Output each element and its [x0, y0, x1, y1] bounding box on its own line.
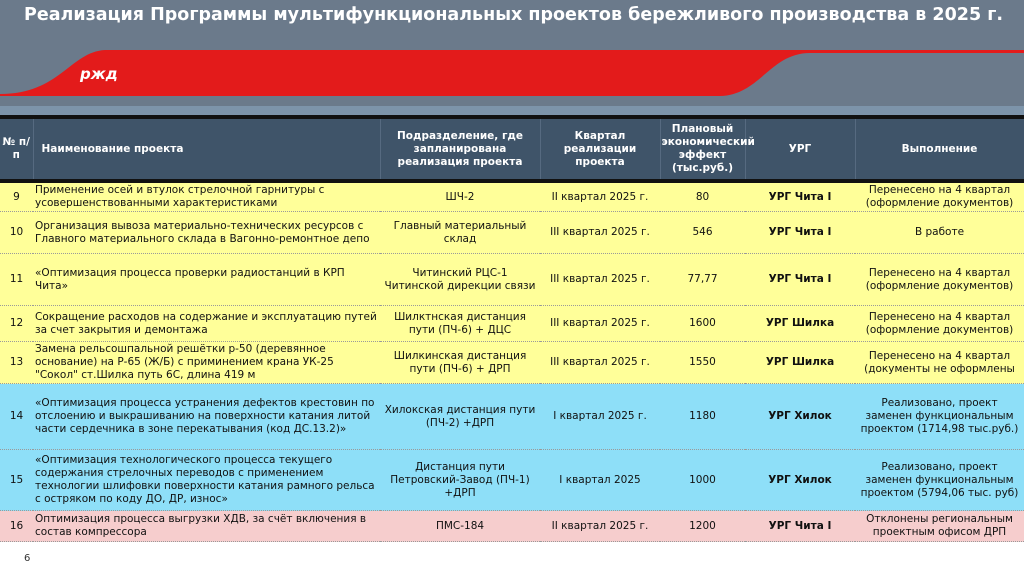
row-number: 9	[0, 181, 33, 212]
projects-table: № п/п Наименование проекта Подразделение…	[0, 119, 1024, 542]
row-number: 10	[0, 211, 33, 254]
table-header-row: № п/п Наименование проекта Подразделение…	[0, 119, 1024, 183]
quarter: III квартал 2025 г.	[540, 305, 660, 342]
project-name: «Оптимизация технологического процесса т…	[33, 449, 380, 511]
col-name: Наименование проекта	[33, 119, 381, 183]
divider	[0, 115, 1024, 119]
status: В работе	[855, 211, 1024, 254]
unit: Шилкинская дистанция пути (ПЧ-6) + ДРП	[380, 341, 540, 384]
unit: Хилокская дистанция пути (ПЧ-2) +ДРП	[380, 383, 540, 450]
planned-effect: 1000	[660, 449, 745, 511]
table-row: 16 Оптимизация процесса выгрузки ХДВ, за …	[0, 510, 1024, 542]
status: Реализовано, проект заменен функциональн…	[855, 383, 1024, 450]
row-number: 12	[0, 305, 33, 342]
planned-effect: 77,77	[660, 253, 745, 306]
planned-effect: 1550	[660, 341, 745, 384]
table-row: 10 Организация вывоза материально-техниче…	[0, 211, 1024, 254]
table-row: 14 «Оптимизация процесса устранения дефек…	[0, 383, 1024, 450]
status: Перенесено на 4 квартал (оформление доку…	[855, 253, 1024, 306]
urg: УРГ Шилка	[745, 305, 855, 342]
row-number: 11	[0, 253, 33, 306]
table-row: 13 Замена рельсошпальной решётки р-50 (де…	[0, 341, 1024, 384]
col-effect: Плановый экономический эффект (тыс.руб.)	[660, 119, 755, 183]
rzd-logo: ржд	[80, 65, 118, 83]
unit: Дистанция пути Петровский-Завод (ПЧ-1) +…	[380, 449, 540, 511]
brand-red-band	[0, 50, 1024, 96]
row-number: 15	[0, 449, 33, 511]
urg: УРГ Чита I	[745, 253, 855, 306]
status: Реализовано, проект заменен функциональн…	[855, 449, 1024, 511]
urg: УРГ Хилок	[745, 449, 855, 511]
table-row: 12 Сокращение расходов на содержание и эк…	[0, 305, 1024, 342]
unit: Читинский РЦС-1 Читинской дирекции связи	[380, 253, 540, 306]
status: Перенесено на 4 квартал (оформление доку…	[855, 181, 1024, 212]
table-row: 9 Применение осей и втулок стрелочной гар…	[0, 181, 1024, 212]
urg: УРГ Чита I	[745, 510, 855, 542]
urg: УРГ Чита I	[745, 181, 855, 212]
unit: ШЧ-2	[380, 181, 540, 212]
row-number: 14	[0, 383, 33, 450]
urg: УРГ Чита I	[745, 211, 855, 254]
planned-effect: 1180	[660, 383, 745, 450]
unit: Шилктнская дистанция пути (ПЧ-6) + ДЦС	[380, 305, 540, 342]
project-name: Организация вывоза материально-техническ…	[33, 211, 380, 254]
table-row: 11 «Оптимизация процесса проверки радиост…	[0, 253, 1024, 306]
col-urg: УРГ	[745, 119, 856, 183]
project-name: Сокращение расходов на содержание и эксп…	[33, 305, 380, 342]
quarter: I квартал 2025 г.	[540, 383, 660, 450]
quarter: III квартал 2025 г.	[540, 211, 660, 254]
quarter: I квартал 2025	[540, 449, 660, 511]
quarter: III квартал 2025 г.	[540, 341, 660, 384]
page-title: Реализация Программы мультифункциональны…	[24, 5, 1004, 25]
header-strip	[0, 106, 1024, 115]
urg: УРГ Шилка	[745, 341, 855, 384]
project-name: Применение осей и втулок стрелочной гарн…	[33, 181, 380, 212]
urg: УРГ Хилок	[745, 383, 855, 450]
project-name: «Оптимизация процесса устранения дефекто…	[33, 383, 380, 450]
col-status: Выполнение	[855, 119, 1024, 183]
col-quarter: Квартал реализации проекта	[540, 119, 661, 183]
page-number: 6	[24, 553, 31, 564]
row-number: 16	[0, 510, 33, 542]
unit: Главный материальный склад	[380, 211, 540, 254]
col-unit: Подразделение, где запланирована реализа…	[380, 119, 541, 183]
unit: ПМС-184	[380, 510, 540, 542]
row-number: 13	[0, 341, 33, 384]
status: Отклонены региональным проектным офисом …	[855, 510, 1024, 542]
col-num: № п/п	[0, 119, 34, 183]
status: Перенесено на 4 квартал (документы не оф…	[855, 341, 1024, 384]
status: Перенесено на 4 квартал (оформление доку…	[855, 305, 1024, 342]
project-name: Замена рельсошпальной решётки р-50 (дере…	[33, 341, 380, 384]
planned-effect: 1600	[660, 305, 745, 342]
planned-effect: 546	[660, 211, 745, 254]
project-name: «Оптимизация процесса проверки радиостан…	[33, 253, 380, 306]
quarter: II квартал 2025 г.	[540, 181, 660, 212]
planned-effect: 80	[660, 181, 745, 212]
project-name: Оптимизация процесса выгрузки ХДВ, за сч…	[33, 510, 380, 542]
quarter: II квартал 2025 г.	[540, 510, 660, 542]
table-row: 15 «Оптимизация технологического процесса…	[0, 449, 1024, 511]
quarter: III квартал 2025 г.	[540, 253, 660, 306]
planned-effect: 1200	[660, 510, 745, 542]
